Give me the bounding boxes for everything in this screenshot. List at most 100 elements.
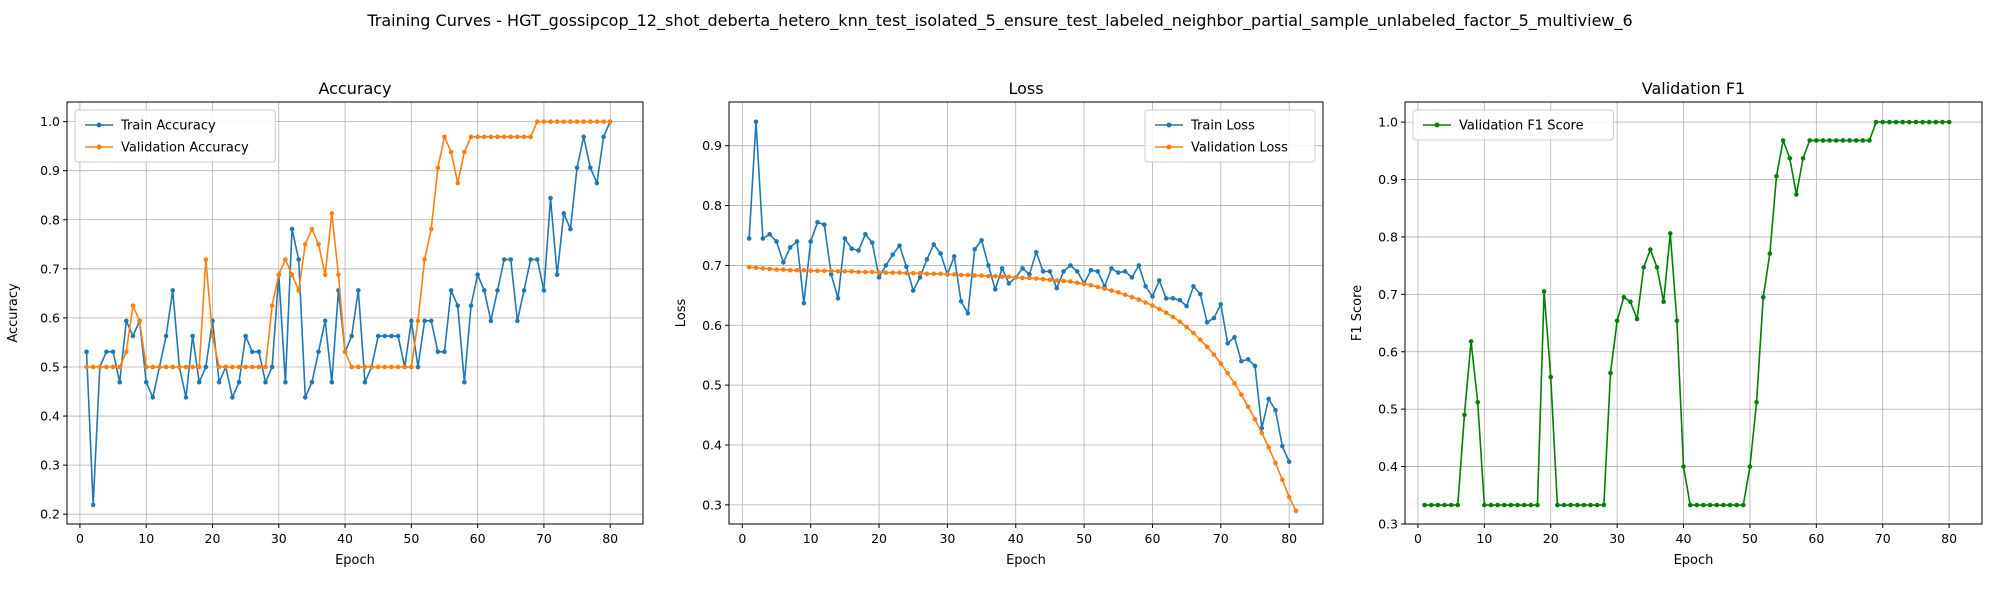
data-point	[801, 300, 807, 306]
data-point	[986, 273, 991, 279]
data-point	[1156, 306, 1162, 312]
figure-title: Training Curves - HGT_gossipcop_12_shot_…	[366, 11, 1632, 31]
data-point	[876, 270, 882, 275]
data-point	[389, 333, 394, 339]
data-point	[150, 395, 156, 400]
x-tick-label: 60	[470, 531, 486, 546]
data-point	[216, 364, 222, 370]
legend: Train Accuracy Validation Accuracy	[74, 109, 276, 163]
data-point	[395, 364, 401, 370]
data-point	[1006, 281, 1012, 286]
data-point	[601, 119, 606, 124]
data-point	[568, 226, 573, 232]
x-tick-label: 30	[939, 531, 955, 546]
data-point	[216, 379, 222, 385]
y-tick-label: 0.3	[1378, 517, 1398, 532]
data-point	[462, 149, 467, 155]
data-point	[958, 299, 964, 304]
data-point	[428, 226, 434, 232]
data-point	[910, 270, 916, 276]
data-point	[236, 364, 242, 370]
data-point	[883, 263, 889, 268]
axes-frame	[66, 101, 644, 525]
data-point	[448, 149, 454, 155]
legend-marker	[1434, 122, 1440, 128]
data-point	[1054, 278, 1060, 283]
data-point	[979, 273, 984, 278]
data-point	[1184, 324, 1189, 330]
data-point	[422, 318, 427, 324]
data-point	[1177, 319, 1183, 324]
y-tick-label: 1.0	[40, 114, 60, 129]
data-point	[965, 272, 971, 278]
data-point	[1767, 251, 1773, 256]
data-point	[1621, 294, 1627, 300]
data-point	[835, 269, 841, 274]
data-point	[1555, 502, 1560, 508]
data-point	[382, 364, 388, 370]
data-point	[938, 271, 943, 277]
data-point	[1614, 318, 1620, 324]
data-point	[1814, 138, 1819, 143]
data-point	[588, 165, 593, 171]
data-point	[1860, 138, 1866, 143]
data-point	[890, 252, 896, 257]
data-point	[528, 134, 533, 140]
data-point	[1129, 294, 1135, 300]
data-point	[1893, 119, 1899, 125]
data-point	[409, 318, 414, 324]
data-point	[1122, 292, 1128, 298]
data-point	[1156, 278, 1162, 283]
data-point	[1601, 502, 1607, 508]
legend: Validation F1 Score	[1412, 109, 1614, 141]
data-point	[1594, 502, 1600, 508]
data-point	[1827, 138, 1832, 143]
data-point	[435, 349, 441, 355]
x-tick-label: 80	[1281, 531, 1297, 546]
data-point	[774, 267, 779, 272]
data-point	[835, 296, 841, 301]
data-point	[395, 333, 401, 339]
data-point	[402, 364, 408, 370]
data-point	[1575, 502, 1580, 508]
data-point	[568, 119, 573, 124]
data-point	[1259, 430, 1265, 436]
data-point	[1774, 173, 1779, 179]
data-point	[986, 263, 991, 268]
data-point	[753, 265, 759, 271]
data-point	[190, 333, 195, 339]
x-tick-label: 80	[602, 531, 618, 546]
data-point	[992, 273, 998, 279]
data-point	[1734, 502, 1739, 508]
x-tick-label: 10	[803, 531, 819, 546]
data-point	[1211, 352, 1217, 357]
x-tick-label: 20	[871, 531, 887, 546]
y-axis-label: F1 Score	[1350, 285, 1365, 341]
data-point	[808, 239, 813, 244]
x-tick-label: 0	[1414, 531, 1422, 546]
data-point	[1081, 281, 1087, 287]
data-point	[863, 231, 868, 237]
data-point	[1933, 119, 1939, 125]
data-point	[594, 119, 600, 124]
data-point	[1095, 284, 1101, 290]
y-tick-label: 0.4	[1378, 459, 1398, 474]
data-point	[1674, 318, 1680, 324]
data-point	[1109, 266, 1114, 271]
data-point	[594, 180, 600, 186]
data-point	[163, 333, 169, 339]
data-point	[904, 270, 909, 276]
data-point	[223, 364, 229, 370]
data-point	[1561, 502, 1567, 508]
data-point	[475, 272, 480, 278]
data-point	[554, 119, 560, 124]
data-point	[1150, 294, 1155, 299]
data-point	[369, 364, 374, 370]
data-point	[495, 134, 500, 140]
data-point	[256, 364, 262, 370]
data-point	[1218, 302, 1224, 307]
data-point	[869, 269, 875, 275]
data-point	[1747, 464, 1753, 469]
data-point	[534, 119, 540, 124]
y-axis-label: Accuracy	[6, 283, 21, 343]
